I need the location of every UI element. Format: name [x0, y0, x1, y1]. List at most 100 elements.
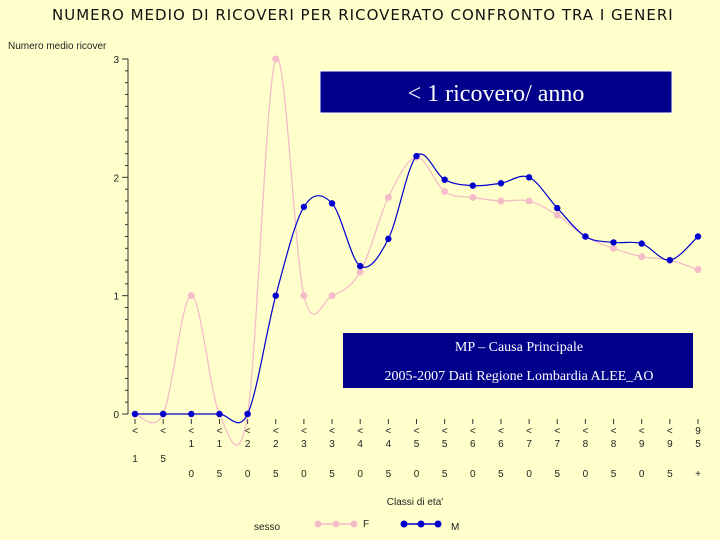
data-point-m	[188, 410, 195, 418]
legend-marker-f	[350, 520, 358, 528]
legend-marker-m	[434, 520, 442, 528]
x-tick-label: <9 5	[667, 426, 673, 480]
x-tick-label-part: <	[554, 426, 560, 437]
info-line-2: 2005-2007 Dati Regione Lombardia ALEE_AO	[384, 369, 653, 384]
x-tick-label-part: 7	[554, 439, 560, 450]
data-point-m	[525, 174, 533, 181]
x-tick-label: <3 5	[329, 426, 335, 480]
x-tick-label-part: <	[611, 426, 617, 437]
x-tick-label-part: <	[526, 426, 532, 437]
x-tick-label-part: <	[329, 426, 335, 437]
x-tick-label-part: 5	[667, 469, 673, 480]
data-point-m	[328, 200, 336, 207]
data-point-m	[357, 262, 364, 270]
top-banner: < 1 ricovero/ anno	[319, 70, 673, 114]
x-tick-label-part: <	[667, 426, 673, 437]
x-tick-label-part: 9	[667, 439, 673, 450]
x-tick-label-part: 6	[498, 439, 504, 450]
x-tick-label-part: <	[132, 426, 138, 437]
x-tick-label: <5 5	[442, 426, 448, 480]
y-tick-label: 1	[113, 292, 119, 303]
x-tick-label-part: 5	[695, 439, 701, 450]
x-tick-label-part: +	[695, 469, 701, 480]
data-point-m	[441, 176, 448, 183]
x-tick-label-part: 1	[217, 439, 223, 450]
x-tick-label: <2 0	[245, 426, 251, 480]
x-tick-label-part: 9	[639, 439, 645, 450]
data-point-f	[638, 253, 646, 261]
data-point-f	[469, 193, 477, 201]
series-m-line	[134, 153, 699, 424]
x-tick-label-part: 0	[470, 469, 476, 480]
x-tick-label-part: 8	[583, 439, 589, 450]
data-point-f	[328, 292, 336, 300]
x-tick-label: <2 5	[273, 426, 279, 480]
x-tick-label-part: 0	[357, 469, 363, 480]
legend-entry-m: M	[400, 520, 459, 533]
x-tick-label-part: <	[639, 426, 645, 437]
x-tick-label-part: 5	[386, 469, 392, 480]
x-tick-label-part: 5	[611, 469, 617, 480]
x-tick-label-part: <	[414, 426, 420, 437]
x-tick-label-part: 6	[470, 439, 476, 450]
y-tick-label: 3	[113, 55, 119, 66]
legend-marker-f	[332, 520, 340, 528]
data-point-m	[413, 152, 420, 160]
legend-marker-f	[314, 520, 322, 528]
chart-title: NUMERO MEDIO DI RICOVERI PER RICOVERATO …	[52, 6, 674, 24]
x-tick-label-part: <	[470, 426, 476, 437]
x-tick-label-part: 5	[273, 469, 279, 480]
x-tick-label-part: 5	[442, 439, 448, 450]
x-tick-label-part: 5	[554, 469, 560, 480]
info-box-rect	[343, 333, 693, 388]
data-point-m	[497, 180, 505, 187]
x-tick-label-part: <	[301, 426, 307, 437]
x-tick-label: <8 0	[582, 426, 588, 480]
data-point-m	[300, 203, 308, 211]
x-tick-label: <4 5	[385, 426, 391, 480]
x-tick-label: <7 0	[526, 426, 532, 480]
x-tick-label-part: 5	[160, 454, 166, 465]
x-axis: <1<5<10<15<20<25<30<35<40<45<50<55<60<65…	[132, 419, 701, 480]
data-point-f	[187, 292, 195, 300]
y-tick-label: 2	[113, 173, 119, 184]
data-point-f	[553, 211, 561, 219]
x-tick-label-part: 5	[442, 469, 448, 480]
data-point-f	[610, 244, 618, 252]
x-tick-label: <8 5	[611, 426, 617, 480]
y-tick-label: 0	[113, 410, 119, 421]
data-point-m	[666, 256, 674, 264]
x-tick-label-part: 0	[414, 469, 420, 480]
data-point-m	[694, 233, 702, 240]
x-tick-label-part: <	[442, 426, 448, 437]
series-layer	[131, 55, 702, 446]
data-point-m	[582, 233, 589, 240]
x-tick-label-part: 2	[245, 439, 251, 450]
x-tick-label-part: 5	[498, 469, 504, 480]
x-tick-label: 9 5 +	[695, 426, 701, 480]
x-tick-label-part: 4	[357, 439, 363, 450]
legend-marker-m	[400, 520, 408, 528]
data-point-m	[638, 240, 645, 247]
x-tick-label-part: 0	[583, 469, 589, 480]
x-tick-label-part: 9	[695, 426, 701, 437]
x-tick-label-part: 0	[189, 469, 195, 480]
x-tick-label-part: <	[385, 426, 391, 437]
x-tick-label-part: 4	[386, 439, 392, 450]
x-tick-label-part: 7	[526, 439, 532, 450]
data-point-f	[525, 197, 533, 205]
x-tick-label-part: 2	[273, 439, 279, 450]
x-tick-label: <7 5	[554, 426, 560, 480]
x-tick-label: <5 0	[414, 426, 420, 480]
y-axis-label: Numero medio ricover	[8, 41, 107, 52]
data-point-m	[159, 410, 167, 418]
x-tick-label: <3 0	[301, 426, 307, 480]
x-tick-label-part: 8	[611, 439, 617, 450]
data-point-m	[554, 204, 561, 212]
legend-text-m: M	[451, 522, 459, 533]
data-point-f	[497, 197, 505, 205]
data-point-f	[694, 266, 702, 274]
data-point-m	[469, 182, 476, 189]
data-point-m	[244, 410, 251, 418]
